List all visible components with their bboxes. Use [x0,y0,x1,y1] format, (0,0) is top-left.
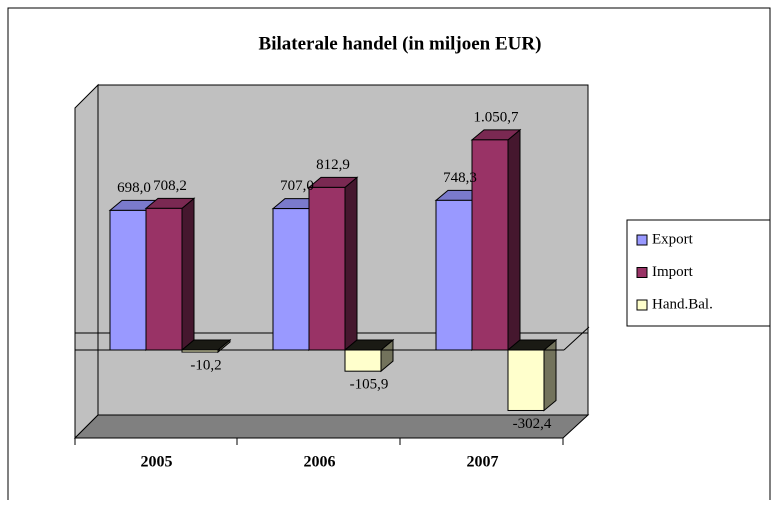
bar-front [145,207,183,351]
data-label: 1.050,7 [474,109,520,125]
bar-front [344,349,382,372]
data-label: -302,4 [513,416,552,432]
data-label: 698,0 [117,180,151,196]
bar [144,197,196,352]
floor [73,414,590,439]
bar [180,338,232,354]
legend-label: Import [652,264,694,280]
bar [307,176,359,352]
data-label: 708,2 [153,178,187,194]
x-tick-label: 2007 [467,454,499,471]
bar [343,338,395,373]
x-tick-label: 2006 [304,454,336,471]
bar-front [507,349,545,411]
legend-swatch [636,234,648,246]
bar-front [272,208,310,351]
bar-front [471,139,509,351]
legend [626,219,771,327]
legend-label: Export [652,231,694,247]
legend-swatch [636,267,648,278]
chart-title: Bilaterale handel (in miljoen EUR) [259,33,542,54]
bar-side [507,128,521,352]
bar-side [344,176,358,352]
bar [470,128,522,352]
x-tick-label: 2005 [141,454,173,471]
bar [506,338,558,412]
bar-front [109,209,147,351]
bar-front [435,199,473,351]
bar-front [308,186,346,351]
bar-side [181,197,195,352]
data-label: 748,3 [443,170,477,186]
bars [108,128,558,412]
legend-label: Hand.Bal. [652,296,713,312]
data-label: 707,0 [280,178,314,194]
zero-line-depth [563,326,590,351]
legend-swatch [636,299,648,311]
x-ticks [74,438,564,445]
side-wall [74,83,99,440]
bar-side [543,338,557,412]
data-label: 812,9 [316,157,350,173]
data-label: -105,9 [350,377,389,393]
data-label: -10,2 [190,357,221,373]
